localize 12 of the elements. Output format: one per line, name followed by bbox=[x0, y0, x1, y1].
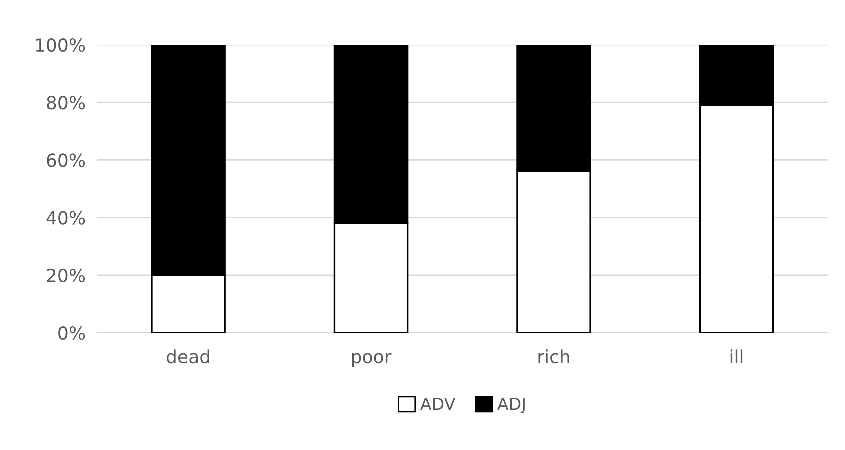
y-tick-label: 60% bbox=[47, 154, 86, 168]
x-tick-label: ill bbox=[730, 350, 743, 364]
x-tick-label: poor bbox=[352, 353, 392, 368]
legend-label: ADJ bbox=[498, 398, 525, 414]
y-tick-label: 0% bbox=[58, 326, 86, 340]
y-tick-label: 100% bbox=[36, 38, 86, 52]
legend-label: ADV bbox=[420, 398, 456, 410]
y-tick-label: 80% bbox=[47, 96, 86, 110]
x-tick-label: rich bbox=[538, 350, 570, 364]
y-tick-label: 40% bbox=[46, 211, 86, 225]
x-tick-label: dead bbox=[166, 350, 210, 364]
y-tick-label: 20% bbox=[47, 268, 86, 283]
